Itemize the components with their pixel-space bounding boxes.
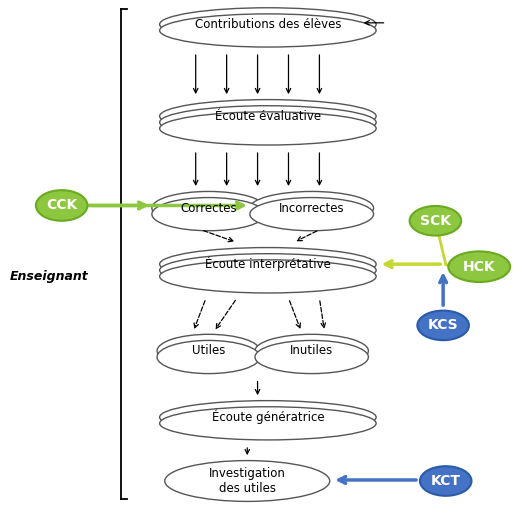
- Text: Utiles: Utiles: [192, 344, 225, 358]
- Ellipse shape: [36, 190, 87, 221]
- Ellipse shape: [165, 461, 330, 501]
- Ellipse shape: [255, 341, 368, 373]
- Ellipse shape: [250, 191, 374, 225]
- Text: Investigation
des utiles: Investigation des utiles: [209, 467, 286, 495]
- Ellipse shape: [420, 466, 472, 496]
- Text: Contributions des élèves: Contributions des élèves: [194, 18, 341, 31]
- Ellipse shape: [160, 100, 376, 133]
- Ellipse shape: [417, 310, 469, 340]
- Text: Écoute interprétative: Écoute interprétative: [205, 257, 331, 271]
- Ellipse shape: [157, 341, 260, 373]
- Ellipse shape: [160, 8, 376, 41]
- Ellipse shape: [160, 407, 376, 440]
- Ellipse shape: [448, 251, 510, 282]
- Text: KCT: KCT: [431, 474, 461, 488]
- Ellipse shape: [160, 248, 376, 281]
- Text: Écoute génératrice: Écoute génératrice: [211, 410, 324, 424]
- Ellipse shape: [152, 198, 265, 231]
- Ellipse shape: [160, 260, 376, 293]
- Text: HCK: HCK: [463, 260, 495, 274]
- Text: Écoute évaluative: Écoute évaluative: [215, 110, 321, 123]
- Text: Incorrectes: Incorrectes: [279, 202, 345, 214]
- Ellipse shape: [152, 191, 265, 225]
- Text: SCK: SCK: [420, 214, 451, 228]
- Ellipse shape: [250, 198, 374, 231]
- Ellipse shape: [255, 334, 368, 367]
- Ellipse shape: [160, 106, 376, 139]
- Text: Enseignant: Enseignant: [9, 270, 88, 283]
- Ellipse shape: [160, 112, 376, 145]
- Text: Inutiles: Inutiles: [290, 344, 333, 358]
- Ellipse shape: [160, 14, 376, 47]
- Ellipse shape: [409, 206, 461, 235]
- Text: Correctes: Correctes: [180, 202, 237, 214]
- Text: KCS: KCS: [428, 319, 458, 332]
- Ellipse shape: [157, 334, 260, 367]
- Ellipse shape: [160, 254, 376, 287]
- Text: CCK: CCK: [46, 199, 77, 212]
- Ellipse shape: [160, 401, 376, 434]
